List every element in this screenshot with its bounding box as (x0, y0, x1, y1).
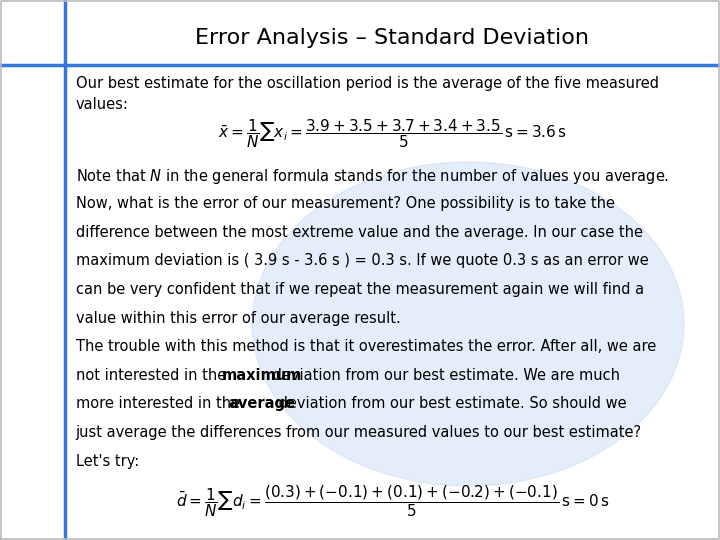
Text: value within this error of our average result.: value within this error of our average r… (76, 310, 400, 326)
Text: Error Analysis – Standard Deviation: Error Analysis – Standard Deviation (195, 28, 590, 48)
Text: $\bar{x} = \dfrac{1}{N}\sum x_i = \dfrac{3.9+3.5+3.7+3.4+3.5}{5}\,\mathrm{s} = 3: $\bar{x} = \dfrac{1}{N}\sum x_i = \dfrac… (218, 118, 567, 150)
Text: more interested in the: more interested in the (76, 396, 244, 411)
Text: Let's try:: Let's try: (76, 454, 139, 469)
Circle shape (252, 162, 684, 486)
Text: deviation from our best estimate. We are much: deviation from our best estimate. We are… (268, 368, 620, 383)
Text: difference between the most extreme value and the average. In our case the: difference between the most extreme valu… (76, 225, 643, 240)
Text: can be very confident that if we repeat the measurement again we will find a: can be very confident that if we repeat … (76, 282, 644, 297)
Text: The trouble with this method is that it overestimates the error. After all, we a: The trouble with this method is that it … (76, 339, 656, 354)
Text: deviation from our best estimate. So should we: deviation from our best estimate. So sho… (274, 396, 627, 411)
Text: Note that $N$ in the general formula stands for the number of values you average: Note that $N$ in the general formula sta… (76, 167, 669, 186)
Text: just average the differences from our measured values to our best estimate?: just average the differences from our me… (76, 425, 642, 440)
Text: maximum: maximum (221, 368, 302, 383)
Text: average: average (228, 396, 295, 411)
Text: Our best estimate for the oscillation period is the average of the five measured: Our best estimate for the oscillation pe… (76, 76, 659, 112)
Text: Now, what is the error of our measurement? One possibility is to take the: Now, what is the error of our measuremen… (76, 196, 615, 211)
Text: maximum deviation is ( 3.9 s - 3.6 s ) = 0.3 s. If we quote 0.3 s as an error we: maximum deviation is ( 3.9 s - 3.6 s ) =… (76, 253, 648, 268)
Text: not interested in the: not interested in the (76, 368, 230, 383)
Text: $\bar{d} = \dfrac{1}{N}\sum d_i = \dfrac{(0.3)+(-0.1)+(0.1)+(-0.2)+(-0.1)}{5}\,\: $\bar{d} = \dfrac{1}{N}\sum d_i = \dfrac… (176, 483, 609, 519)
